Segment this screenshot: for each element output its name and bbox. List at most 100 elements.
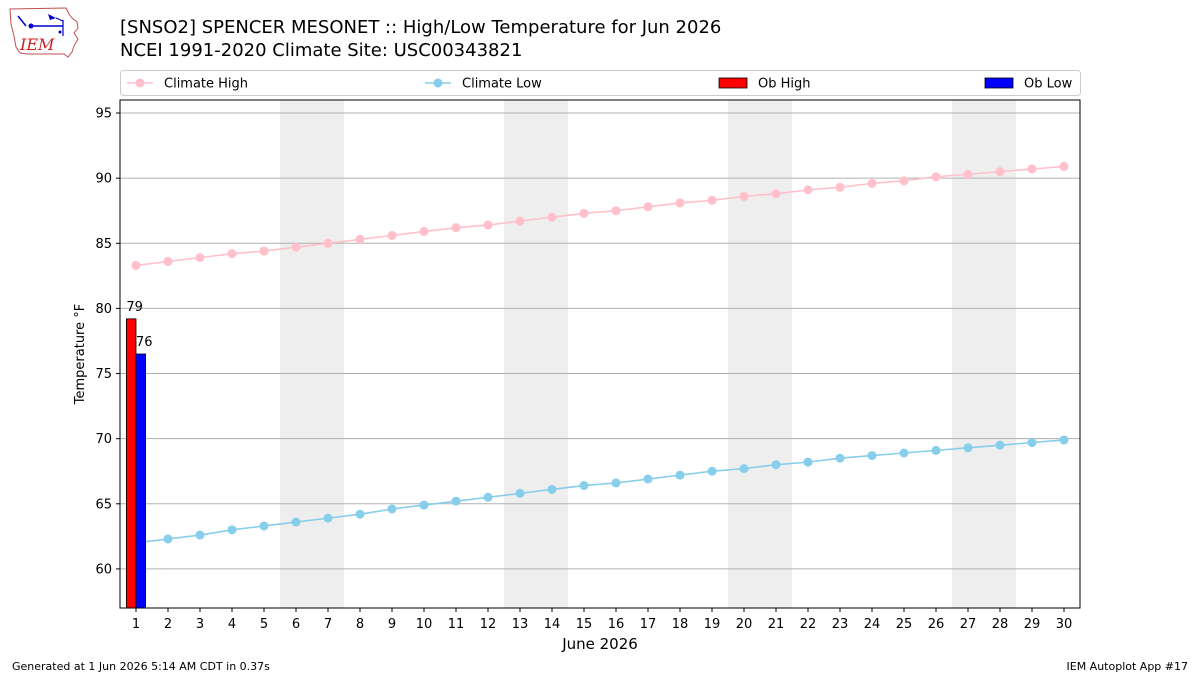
x-tick-label: 30 [1056,617,1073,632]
climate-low-point [707,466,717,476]
climate-low-point [547,484,557,494]
climate-high-point [867,178,877,188]
climate-low-point [611,478,621,488]
legend: Climate High Climate Low Ob High Ob Low [120,70,1081,96]
x-tick-label: 11 [448,617,465,632]
x-tick-label: 29 [1024,617,1041,632]
climate-low-point [355,509,365,519]
iowa-state-outline-icon [9,7,79,58]
climate-high-point [579,208,589,218]
climate-high-point [1059,161,1069,171]
x-tick-label: 1 [132,617,140,632]
climate-low-point [1027,438,1037,448]
x-tick-label: 14 [544,617,561,632]
climate-high-point [131,260,141,270]
x-tick-label: 12 [480,617,497,632]
climate-low-point [643,474,653,484]
climate-low-point [931,445,941,455]
x-tick-label: 22 [800,617,817,632]
ob-low-bar-label: 76 [136,335,153,350]
climate-high-point [771,189,781,199]
x-tick-label: 5 [260,617,268,632]
weekend-band [280,100,344,608]
climate-low-point [963,443,973,453]
x-tick-label: 26 [928,617,945,632]
climate-high-point [931,172,941,182]
climate-high-point [1027,164,1037,174]
climate-low-point [771,460,781,470]
climate-low-point [515,488,525,498]
weekend-band [504,100,568,608]
x-tick-label: 25 [896,617,913,632]
climate-high-point [419,227,429,237]
legend-climate-low-label: Climate Low [462,77,542,92]
climate-high-point [483,220,493,230]
iem-logo: IEM [9,7,79,58]
y-tick-label: 60 [95,562,112,577]
y-gridlines [120,112,1080,570]
x-tick-label: 23 [832,617,849,632]
climate-low-point [451,496,461,506]
y-tick-label: 80 [95,302,112,317]
climate-low-point [195,530,205,540]
x-tick-label: 17 [640,617,657,632]
climate-high-point [835,182,845,192]
x-tick-label: 3 [196,617,204,632]
x-tick-label: 28 [992,617,1009,632]
x-tick-label: 20 [736,617,753,632]
weekend-band [952,100,1016,608]
generated-timestamp: Generated at 1 Jun 2026 5:14 AM CDT in 0… [12,660,270,673]
climate-low-point [323,513,333,523]
climate-low-line [135,439,1065,544]
weekend-band [728,100,792,608]
ob-high-bar-label: 79 [126,300,143,315]
legend-ob-low-swatch [984,77,1014,89]
x-tick-label: 9 [388,617,396,632]
legend-climate-low-marker [433,78,443,88]
x-axis-label: June 2026 [561,635,638,653]
climate-high-point [547,212,557,222]
climate-high-point [515,216,525,226]
climate-high-point [163,257,173,267]
climate-high-point [643,202,653,212]
data-series: 79 76 [126,161,1069,609]
climate-high-point [963,169,973,179]
ob-low-bar [135,353,146,609]
x-tick-label: 10 [416,617,433,632]
climate-high-point [355,234,365,244]
climate-low-point [419,500,429,510]
climate-high-point [387,230,397,240]
climate-low-point [291,517,301,527]
plot-frame [119,99,1081,609]
x-tick-label: 13 [512,617,529,632]
legend-ob-high-swatch [718,77,748,89]
legend-ob-low-label: Ob Low [1024,77,1073,92]
climate-high-point [259,246,269,256]
climate-high-point [899,176,909,186]
x-tick-label: 15 [576,617,593,632]
climate-high-point [707,195,717,205]
climate-low-point [835,453,845,463]
climate-high-point [195,253,205,263]
climate-low-point [867,451,877,461]
x-tick-label: 6 [292,617,300,632]
x-tick-label: 4 [228,617,236,632]
x-tick-label: 24 [864,617,881,632]
climate-high-point [291,242,301,252]
y-tick-label: 75 [95,367,112,382]
x-tick-label: 19 [704,617,721,632]
climate-high-point [739,191,749,201]
climate-low-point [1059,435,1069,445]
y-axis-label: Temperature °F [73,304,88,405]
weekend-bands [280,100,1016,608]
y-tick-label: 70 [95,432,112,447]
x-tick-label: 18 [672,617,689,632]
iem-logo-text: IEM [19,35,55,54]
legend-climate-high-label: Climate High [164,77,248,92]
climate-high-point [995,167,1005,177]
ob-high-bar [126,318,137,609]
climate-low-point [899,448,909,458]
x-tick-label: 8 [356,617,364,632]
